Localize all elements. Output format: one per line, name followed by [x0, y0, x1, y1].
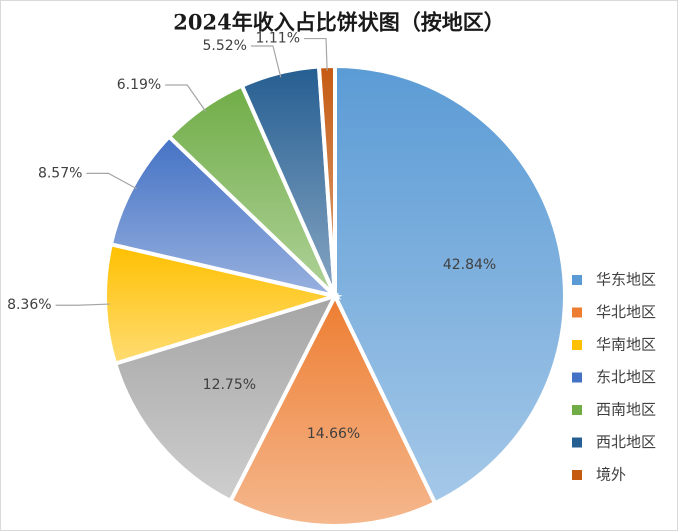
data-label: 12.75%	[203, 377, 256, 393]
data-label: 5.52%	[202, 38, 246, 54]
legend-swatch	[572, 372, 582, 383]
data-label: 8.57%	[38, 165, 82, 181]
legend-swatch	[572, 470, 582, 480]
data-label: 1.11%	[256, 31, 300, 47]
legend-swatch	[572, 307, 582, 318]
legend-label: 境外	[596, 466, 626, 484]
legend-swatch	[572, 405, 582, 415]
data-label: 8.36%	[7, 297, 51, 313]
legend-swatch	[572, 437, 582, 448]
leader-line	[250, 45, 282, 78]
legend-swatch	[572, 275, 582, 285]
leader-line	[304, 37, 328, 71]
leader-line	[55, 303, 110, 306]
pie-slice	[333, 63, 567, 506]
legend-label: 东北地区	[596, 368, 656, 386]
chart-title: 2024年收入占比饼状图（按地区）	[173, 10, 504, 35]
leader-line	[165, 84, 207, 112]
legend-label: 西南地区	[596, 401, 656, 419]
data-label: 6.19%	[117, 77, 161, 93]
data-label: 42.84%	[443, 257, 496, 273]
legend-label: 华北地区	[596, 303, 656, 321]
pie-slice	[227, 291, 438, 528]
legend-label: 华东地区	[596, 271, 656, 289]
legend-label: 西北地区	[596, 433, 656, 451]
legend-label: 华南地区	[596, 336, 656, 354]
legend-swatch	[572, 340, 582, 350]
leader-line	[86, 172, 138, 190]
data-label: 14.66%	[307, 426, 360, 442]
